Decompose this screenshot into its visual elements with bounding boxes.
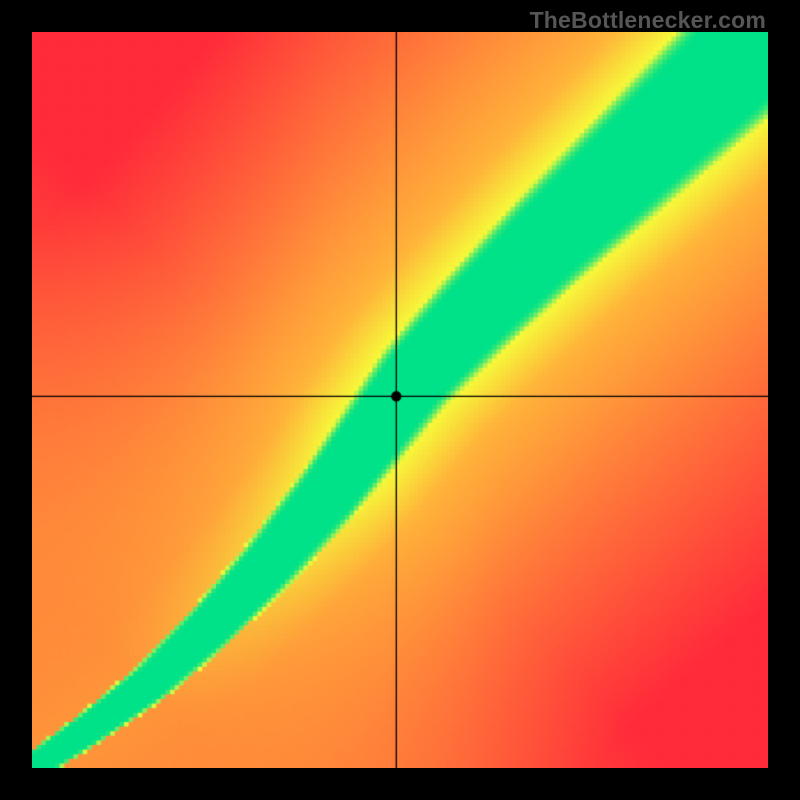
watermark-text: TheBottlenecker.com — [530, 7, 766, 34]
heatmap-plot — [32, 32, 768, 768]
heatmap-canvas — [32, 32, 768, 768]
